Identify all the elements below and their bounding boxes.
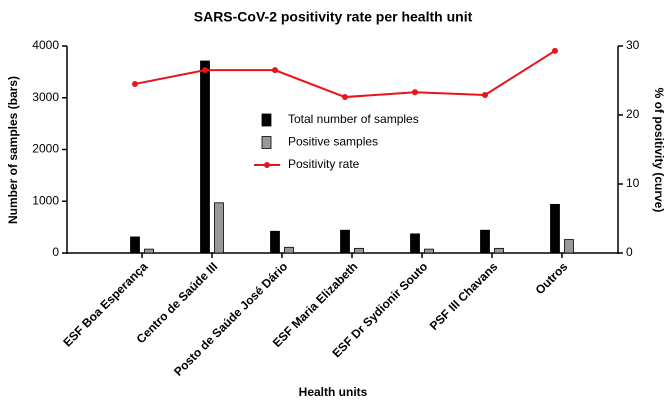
y2-tick-label: 10 (626, 176, 640, 190)
x-axis-title: Health units (299, 385, 368, 399)
bar (270, 230, 280, 254)
bar (564, 239, 574, 254)
legend-label: Positivity rate (288, 157, 360, 171)
y2-tick-label: 30 (626, 38, 640, 52)
line-point (482, 91, 488, 98)
bar (340, 229, 350, 254)
bar (284, 246, 294, 254)
y-tick-label: 4000 (32, 38, 59, 52)
legend-swatch (261, 113, 272, 127)
line-point (552, 47, 558, 54)
bar (214, 202, 224, 254)
line-point (202, 67, 208, 74)
y-axis-title: Number of samples (bars) (6, 76, 20, 224)
legend-swatch (264, 162, 270, 168)
y-tick-label: 0 (52, 245, 59, 259)
y-tick-label: 1000 (32, 193, 59, 207)
bar (200, 60, 210, 254)
x-tick-label: Posto de Saúde José Dário (171, 259, 290, 378)
line-point (342, 94, 348, 101)
line-point (412, 89, 418, 96)
bar (480, 229, 490, 254)
line (134, 49, 556, 99)
bar (550, 203, 560, 254)
bar (424, 248, 434, 254)
y-tick-label: 2000 (32, 142, 59, 156)
y2-tick-label: 20 (626, 107, 640, 121)
bar (354, 247, 364, 254)
x-tick-label: PSF III Chavans (427, 259, 501, 333)
bar (130, 236, 140, 254)
x-tick-label: Outros (533, 259, 571, 297)
legend-label: Positive samples (288, 135, 378, 149)
chart-title: SARS-CoV-2 positivity rate per health un… (194, 9, 473, 25)
bar (410, 233, 420, 254)
y2-axis-title: % of positivity (curve) (652, 88, 666, 213)
y2-tick-label: 0 (626, 245, 633, 259)
line-point (132, 80, 138, 87)
line-point (272, 67, 278, 74)
legend-swatch (261, 136, 272, 149)
bar (494, 247, 504, 254)
legend-label: Total number of samples (288, 112, 419, 126)
bar (144, 248, 154, 254)
y-tick-label: 3000 (32, 90, 59, 104)
